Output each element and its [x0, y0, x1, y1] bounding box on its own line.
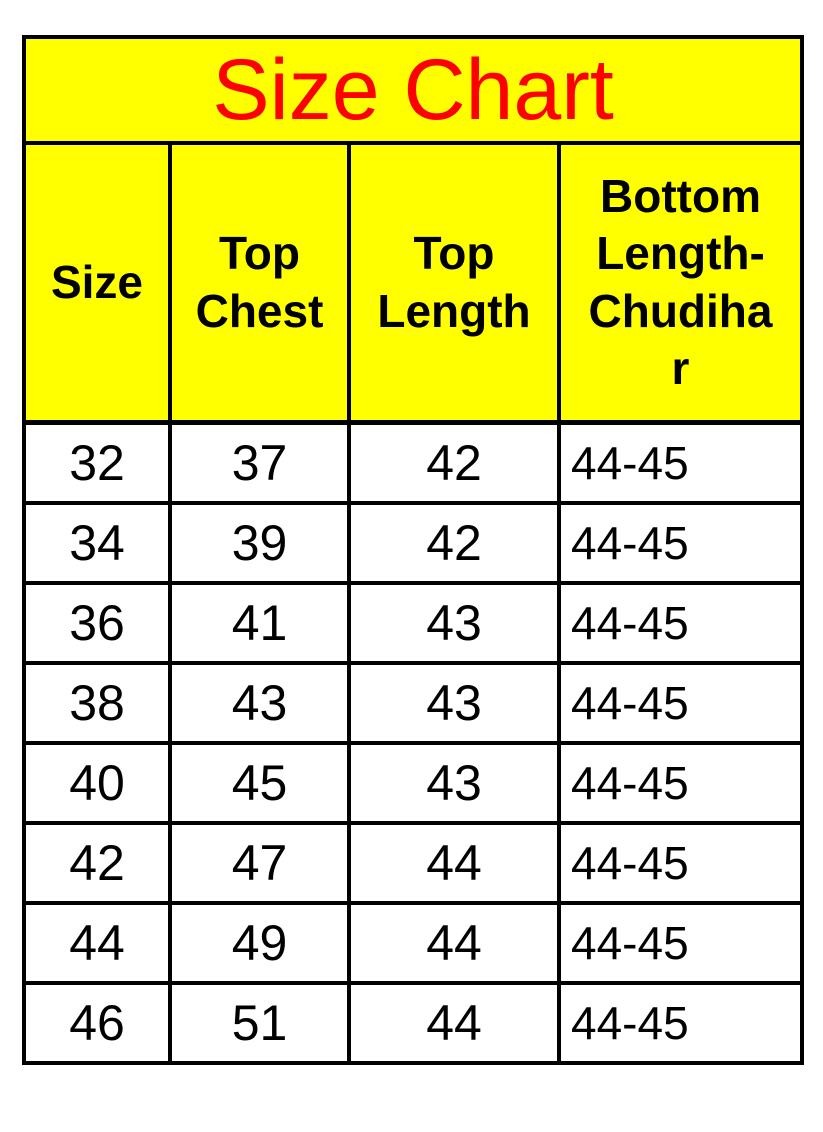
- cell-top-length: 43: [347, 741, 561, 825]
- header-line: r: [671, 341, 690, 394]
- cell-top-chest: 39: [168, 501, 351, 585]
- cell-bottom-length-chudihar: 44-45: [557, 661, 804, 745]
- table-row: 40 45 43 44-45: [22, 741, 804, 825]
- cell-bottom-length-chudihar: 44-45: [557, 981, 804, 1065]
- title-row: Size Chart: [22, 35, 804, 145]
- column-header-bottom-length-chudihar: Bottom Length- Chudiha r: [557, 141, 804, 425]
- cell-size: 38: [22, 661, 172, 745]
- table-row: 32 37 42 44-45: [22, 420, 804, 505]
- cell-bottom-length-chudihar: 44-45: [557, 901, 804, 985]
- page: Size Chart Size Top Chest Top Length Bottom Le…: [22, 35, 804, 1065]
- cell-top-length: 42: [347, 420, 561, 505]
- table-row: 44 49 44 44-45: [22, 901, 804, 985]
- header-line: Top: [413, 227, 495, 280]
- cell-top-length: 42: [347, 501, 561, 585]
- cell-top-chest: 43: [168, 661, 351, 745]
- cell-top-chest: 45: [168, 741, 351, 825]
- table-row: 36 41 43 44-45: [22, 581, 804, 665]
- cell-top-chest: 41: [168, 581, 351, 665]
- cell-bottom-length-chudihar: 44-45: [557, 821, 804, 905]
- column-header-top-length: Top Length: [347, 141, 561, 425]
- cell-top-length: 43: [347, 661, 561, 745]
- cell-size: 44: [22, 901, 172, 985]
- table-row: 38 43 43 44-45: [22, 661, 804, 745]
- header-line: Length-: [596, 227, 765, 280]
- size-chart-table: Size Chart Size Top Chest Top Length Bottom Le…: [22, 35, 804, 1065]
- header-line: Chudiha: [588, 284, 773, 337]
- table-row: 42 47 44 44-45: [22, 821, 804, 905]
- cell-size: 46: [22, 981, 172, 1065]
- table-row: 46 51 44 44-45: [22, 981, 804, 1065]
- column-header-size: Size: [22, 141, 172, 425]
- cell-top-length: 44: [347, 821, 561, 905]
- cell-top-length: 44: [347, 981, 561, 1065]
- cell-top-chest: 47: [168, 821, 351, 905]
- column-header-top-chest: Top Chest: [168, 141, 351, 425]
- cell-size: 32: [22, 420, 172, 505]
- header-line: Top: [219, 227, 300, 280]
- header-line: Length: [377, 284, 531, 337]
- cell-bottom-length-chudihar: 44-45: [557, 420, 804, 505]
- header-line: Size: [50, 255, 144, 308]
- cell-size: 36: [22, 581, 172, 665]
- cell-size: 34: [22, 501, 172, 585]
- cell-size: 40: [22, 741, 172, 825]
- table-row: 34 39 42 44-45: [22, 501, 804, 585]
- cell-size: 42: [22, 821, 172, 905]
- cell-top-chest: 37: [168, 420, 351, 505]
- header-line: Bottom: [600, 170, 761, 223]
- cell-top-length: 44: [347, 901, 561, 985]
- cell-bottom-length-chudihar: 44-45: [557, 741, 804, 825]
- chart-title: Size Chart: [22, 35, 804, 145]
- header-row: Size Top Chest Top Length Bottom Length- Chudih…: [22, 141, 804, 425]
- cell-top-chest: 49: [168, 901, 351, 985]
- header-line: Chest: [195, 284, 324, 337]
- cell-bottom-length-chudihar: 44-45: [557, 581, 804, 665]
- cell-top-length: 43: [347, 581, 561, 665]
- cell-bottom-length-chudihar: 44-45: [557, 501, 804, 585]
- cell-top-chest: 51: [168, 981, 351, 1065]
